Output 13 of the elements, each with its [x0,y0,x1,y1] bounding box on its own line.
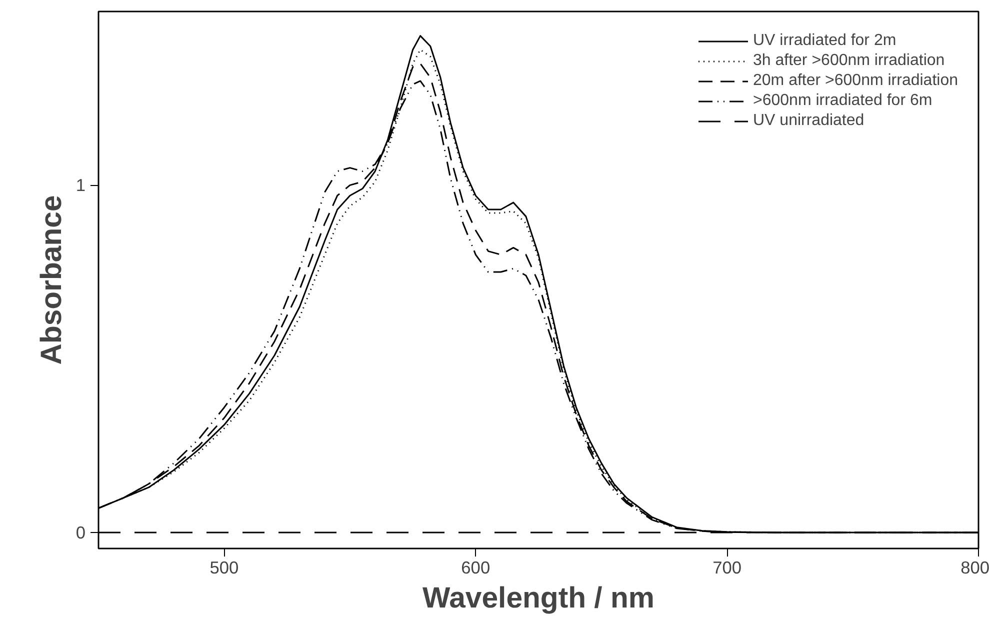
x-tick-label: 600 [461,558,490,578]
x-tick-label: 500 [210,558,239,578]
legend-label: 3h after >600nm irradiation [753,52,945,70]
legend-label: UV unirradiated [753,112,864,130]
legend-label: 20m after >600nm irradiation [753,72,958,90]
x-axis-title: Wavelength / nm [422,582,654,614]
legend-label: UV irradiated for 2m [753,32,896,50]
x-tick-label: 700 [712,558,742,578]
y-tick-label: 1 [76,175,86,196]
x-tick-label: 800 [960,558,989,578]
y-axis-title: Absorbance [34,195,68,365]
legend-label: >600nm irradiated for 6m [753,92,932,110]
y-tick-label: 0 [76,522,86,543]
